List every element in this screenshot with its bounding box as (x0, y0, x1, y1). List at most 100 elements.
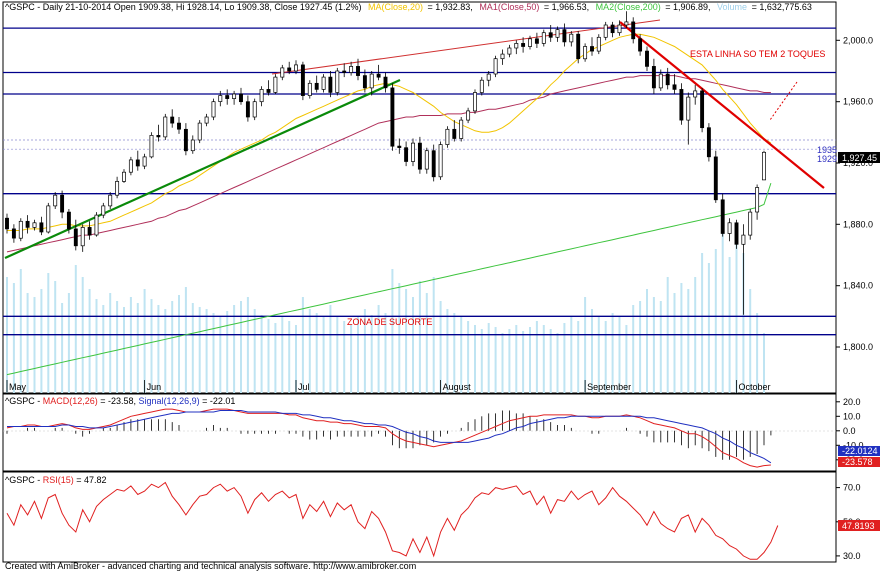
candle (459, 117, 464, 142)
candle (349, 61, 354, 76)
volume-bar (467, 321, 470, 393)
volume-bar (652, 297, 655, 393)
candle (177, 117, 181, 134)
candle (211, 98, 216, 121)
volume-bar (412, 297, 414, 393)
candle (631, 17, 636, 44)
macd-value-box (838, 446, 880, 456)
volume-bar (377, 305, 380, 393)
price-tick-label: 1,800.0 (843, 342, 873, 352)
candle (149, 132, 154, 159)
volume-bar (47, 273, 50, 393)
candle (672, 74, 677, 94)
volume-bar (67, 293, 70, 393)
candle (748, 209, 753, 240)
volume-bar (618, 317, 621, 393)
rsi-line (6, 481, 779, 560)
candle (369, 71, 374, 96)
candle (94, 212, 99, 237)
candle (32, 219, 37, 231)
candle (548, 25, 553, 42)
volume-bar (329, 305, 332, 393)
volume-bar (288, 321, 291, 393)
candle (356, 58, 360, 81)
candle (411, 138, 415, 167)
macd-line (6, 408, 771, 468)
candle (190, 135, 195, 154)
candle (713, 150, 718, 203)
downtrend-line (619, 21, 825, 189)
volume-bar (322, 317, 325, 393)
svg-text:^GSPC - Daily 21-10-2014 Open: ^GSPC - Daily 21-10-2014 Open 1909.38, H… (5, 2, 812, 12)
volume-bar (178, 295, 180, 393)
volume-bar (109, 293, 112, 393)
signal-series-value: = -22.01 (202, 396, 235, 406)
candle (101, 202, 106, 219)
candle (706, 123, 711, 162)
candle (658, 69, 663, 91)
volume-bar (12, 283, 15, 393)
volume-bar (529, 327, 531, 393)
macd-series-value: = -23.58, (100, 396, 138, 406)
ma200-value: = 1,906.89, (665, 2, 710, 12)
rsi-tick-label: 30.0 (843, 551, 861, 561)
candle (514, 40, 519, 55)
candle (80, 224, 85, 252)
candle (576, 31, 581, 64)
volume-bar (556, 333, 559, 393)
candle (452, 120, 457, 142)
rsi-value-box (838, 520, 880, 531)
candle (53, 192, 58, 209)
volume-bar (54, 281, 57, 393)
candle (259, 86, 264, 107)
rsi-title: ^GSPC - (5, 475, 43, 485)
price-tick-label: 1,840.0 (843, 281, 873, 291)
volume-bar (542, 325, 545, 393)
candle (603, 21, 608, 41)
candle (66, 209, 71, 234)
candle (321, 74, 326, 93)
candle (218, 90, 223, 107)
candle (521, 37, 526, 53)
candle (693, 84, 698, 105)
volume-bar (343, 321, 346, 393)
volume-bar (680, 283, 683, 393)
month-tick-label: October (739, 382, 771, 392)
candle (232, 90, 237, 105)
volume-bar (281, 317, 284, 393)
candle (60, 190, 65, 219)
candle (108, 192, 113, 209)
rsi-series-label: RSI(15) (43, 475, 74, 485)
candle (135, 150, 140, 171)
candle (245, 95, 250, 122)
ma200-line (6, 182, 772, 376)
volume-bar (274, 323, 277, 393)
candle (280, 64, 285, 81)
macd-tick-label: 20.0 (843, 397, 861, 407)
candle (273, 74, 278, 94)
volume-bar (123, 307, 125, 393)
volume-bar (707, 263, 710, 393)
volume-bar (363, 309, 366, 393)
volume-bar (604, 321, 607, 393)
volume-bar (405, 289, 408, 393)
volume-bar (673, 293, 676, 393)
candle (390, 83, 395, 151)
volume-bar (226, 311, 229, 393)
candle (122, 169, 126, 183)
volume-bar (398, 283, 401, 393)
candle (307, 80, 312, 99)
volume-bar (446, 309, 449, 393)
volume-bar (563, 323, 566, 393)
volume-bar (102, 305, 105, 393)
volume-bar (95, 299, 98, 393)
macd-value-label: -22.0124 (842, 446, 878, 456)
candle (493, 55, 498, 78)
candle (610, 21, 615, 38)
candle (445, 126, 450, 148)
level-1929-label: 1929 (817, 154, 837, 164)
price-tick-label: 1,960.0 (843, 97, 873, 107)
candle (417, 136, 422, 174)
candle (424, 147, 429, 174)
